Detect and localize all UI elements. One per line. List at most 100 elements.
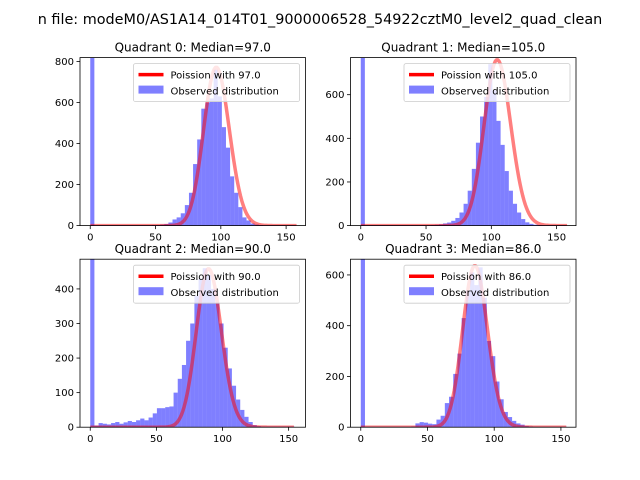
- y-tick-label: 400: [325, 321, 344, 332]
- histogram-bar: [486, 340, 492, 428]
- histogram-bar: [457, 353, 462, 428]
- histogram-bar: [491, 356, 496, 428]
- histogram-bar: [197, 139, 202, 226]
- x-tick-label: 50: [420, 233, 433, 244]
- histogram-bar: [148, 417, 153, 428]
- x-tick-label: 100: [211, 233, 230, 244]
- histogram-bar: [246, 220, 251, 226]
- histogram-bar: [176, 217, 181, 226]
- histogram-bar: [451, 220, 456, 226]
- histogram-bar: [90, 259, 95, 428]
- y-tick-label: 0: [338, 221, 344, 232]
- histogram-bar: [482, 297, 487, 428]
- y-tick-label: 200: [55, 180, 74, 191]
- y-tick-label: 0: [338, 423, 344, 434]
- axes-frame: [350, 258, 577, 428]
- plot-area: [360, 57, 568, 226]
- legend-hist-swatch: [138, 85, 164, 94]
- histogram-bar: [156, 408, 162, 428]
- x-tick-label: 100: [213, 434, 232, 445]
- histogram-bar: [140, 418, 145, 428]
- histogram-bar: [415, 423, 420, 428]
- legend-curve-label: Poission with 90.0: [171, 272, 261, 283]
- x-tick-label: 0: [87, 434, 93, 445]
- legend-frame: [403, 63, 571, 102]
- y-tick-label: 600: [55, 98, 74, 109]
- histogram-bar: [161, 408, 166, 428]
- histogram-bar: [484, 96, 489, 226]
- plot-area: [89, 259, 295, 428]
- histogram-bar: [488, 64, 493, 226]
- histogram-bar: [465, 290, 471, 428]
- y-tick-label: 400: [325, 134, 344, 145]
- histogram-bar: [131, 422, 137, 428]
- histogram-bar: [436, 419, 441, 428]
- histogram-bar: [202, 268, 207, 428]
- y-tick-label: 200: [325, 177, 344, 188]
- histogram-bar: [533, 224, 538, 226]
- y-tick-label: 0: [68, 423, 74, 434]
- histogram-bar: [198, 278, 203, 428]
- histogram-bar: [209, 98, 214, 226]
- histogram-bar: [500, 144, 505, 226]
- histogram-bar: [529, 223, 534, 226]
- histogram-bar: [474, 285, 479, 428]
- x-tick-label: 150: [277, 233, 296, 244]
- histogram-bar: [250, 223, 255, 226]
- x-tick-label: 0: [358, 434, 364, 445]
- histogram-bar: [449, 396, 454, 428]
- legend-hist-label: Observed distribution: [441, 87, 549, 98]
- subplot-title: Quadrant 2: Median=90.0: [115, 242, 271, 256]
- axes-frame: [79, 57, 306, 226]
- histogram-bar: [213, 69, 218, 226]
- subplot-title: Quadrant 1: Median=105.0: [381, 41, 545, 55]
- x-tick-label: 100: [485, 434, 504, 445]
- histogram-bar: [225, 147, 231, 226]
- y-tick-label: 800: [55, 57, 74, 68]
- histogram-bar: [423, 422, 429, 428]
- legend-curve-label: Poission with 97.0: [171, 71, 261, 82]
- histogram-bar: [525, 222, 530, 226]
- histogram-bar: [480, 116, 485, 226]
- histogram-bar: [453, 373, 458, 428]
- histogram-bar: [194, 295, 199, 428]
- histogram-bar: [165, 407, 170, 428]
- legend-hist-label: Observed distribution: [171, 87, 279, 98]
- y-tick-label: 400: [55, 139, 74, 150]
- x-tick-label: 50: [149, 233, 162, 244]
- histogram-bar: [152, 413, 157, 428]
- histogram-bar: [512, 203, 518, 226]
- histogram-bar: [177, 378, 182, 428]
- axes-frame: [350, 57, 577, 226]
- legend-hist-swatch: [409, 287, 434, 296]
- histogram-bar: [459, 212, 464, 226]
- legend-hist-label: Observed distribution: [441, 288, 549, 299]
- legend-frame: [133, 63, 300, 102]
- histogram-bar: [181, 364, 187, 428]
- legend-frame: [403, 264, 571, 304]
- y-tick-label: 600: [325, 90, 344, 101]
- y-tick-label: 300: [55, 319, 74, 330]
- y-tick-label: 600: [325, 270, 344, 281]
- x-tick-label: 150: [279, 434, 298, 445]
- subplot-title: Quadrant 0: Median=97.0: [115, 41, 271, 55]
- legend: Poission with 86.0 Observed distribution: [403, 264, 571, 304]
- x-tick-label: 150: [547, 233, 566, 244]
- histogram-bar: [242, 217, 247, 226]
- y-tick-label: 400: [55, 284, 74, 295]
- histogram-bar: [144, 420, 149, 428]
- x-tick-label: 100: [482, 233, 501, 244]
- histogram-bar: [205, 102, 210, 226]
- legend: Poission with 90.0 Observed distribution: [133, 264, 300, 304]
- histogram-bar: [461, 318, 466, 428]
- y-tick-label: 200: [55, 354, 74, 365]
- histogram-bar: [227, 368, 232, 428]
- poisson-curve: [360, 58, 568, 226]
- legend-curve-label: Poission with 105.0: [441, 71, 537, 82]
- histogram-bar: [219, 323, 224, 428]
- histogram-bar: [478, 267, 483, 428]
- figure-suptitle: n file: modeM0/AS1A14_014T01_9000006528_…: [38, 12, 603, 28]
- histogram-bar: [111, 423, 116, 428]
- legend-hist-label: Observed distribution: [171, 288, 279, 299]
